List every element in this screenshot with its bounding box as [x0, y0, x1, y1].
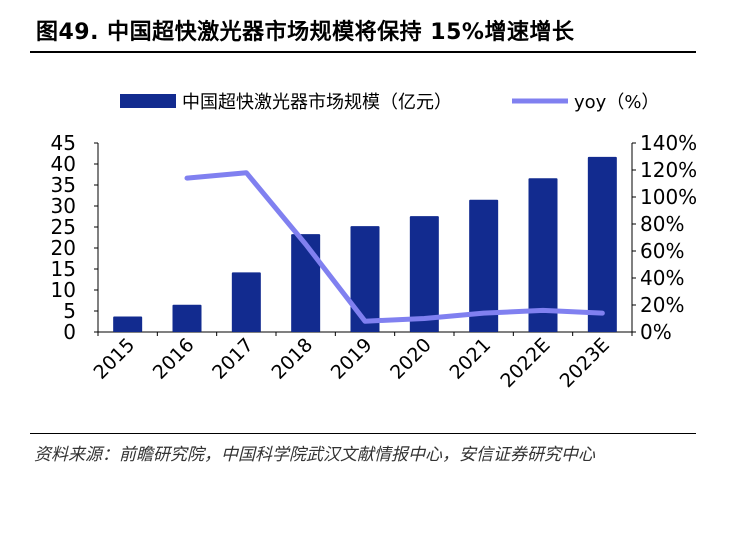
legend-bar-swatch [120, 94, 176, 108]
figure-title: 图49. 中国超快激光器市场规模将保持 15%增速增长 [36, 20, 575, 45]
left-tick-label: 15 [51, 257, 76, 281]
title-divider [30, 51, 696, 53]
yoy-line [184, 170, 605, 324]
right-tick-label: 0% [640, 320, 672, 344]
x-tick-label: 2015 [89, 334, 139, 384]
bar [231, 272, 261, 332]
x-tick-label: 2019 [327, 334, 377, 384]
right-tick-label: 100% [640, 185, 697, 209]
right-tick-label: 140% [640, 131, 697, 155]
bar-series [113, 156, 617, 332]
chart-legend: 中国超快激光器市场规模（亿元） yoy（%） [120, 92, 659, 113]
left-tick-label: 30 [51, 194, 76, 218]
bar [528, 178, 558, 332]
x-tick-label: 2018 [267, 334, 317, 384]
bar [350, 226, 380, 332]
line-series [184, 170, 605, 324]
x-tick-label: 2016 [149, 334, 199, 384]
source-note: 资料来源：前瞻研究院，中国科学院武汉文献情报中心，安信证券研究中心 [34, 445, 595, 465]
left-tick-label: 25 [51, 215, 76, 239]
right-tick-label: 20% [640, 293, 684, 317]
bar [587, 156, 617, 332]
x-tick-label: 2021 [445, 334, 495, 384]
bar [172, 304, 202, 332]
left-tick-label: 45 [51, 131, 76, 155]
legend-bar-label: 中国超快激光器市场规模（亿元） [182, 92, 452, 113]
left-tick-label: 0 [63, 320, 76, 344]
bar [469, 199, 499, 332]
x-tick-label: 2017 [208, 334, 258, 384]
chart: 中国超快激光器市场规模（亿元） yoy（%） 051015202530354045… [51, 92, 698, 392]
right-tick-label: 120% [640, 158, 697, 182]
x-tick-label: 2020 [386, 334, 436, 384]
bar [113, 316, 143, 332]
legend-line-label: yoy（%） [574, 92, 659, 113]
left-tick-label: 5 [63, 299, 76, 323]
left-tick-label: 10 [51, 278, 76, 302]
left-tick-label: 35 [51, 173, 76, 197]
right-tick-label: 60% [640, 239, 684, 263]
source-divider [30, 433, 696, 434]
bar [291, 234, 321, 332]
left-tick-label: 40 [51, 152, 76, 176]
right-tick-label: 40% [640, 266, 684, 290]
x-tick-label: 2022E [496, 334, 554, 392]
x-tick-labels: 2015 2016 2017 2018 2019 2020 2021 2022E 2023E [89, 334, 613, 392]
bar [409, 216, 439, 332]
left-tick-label: 20 [51, 236, 76, 260]
x-tick-label: 2023E [556, 334, 614, 392]
right-tick-label: 80% [640, 212, 684, 236]
